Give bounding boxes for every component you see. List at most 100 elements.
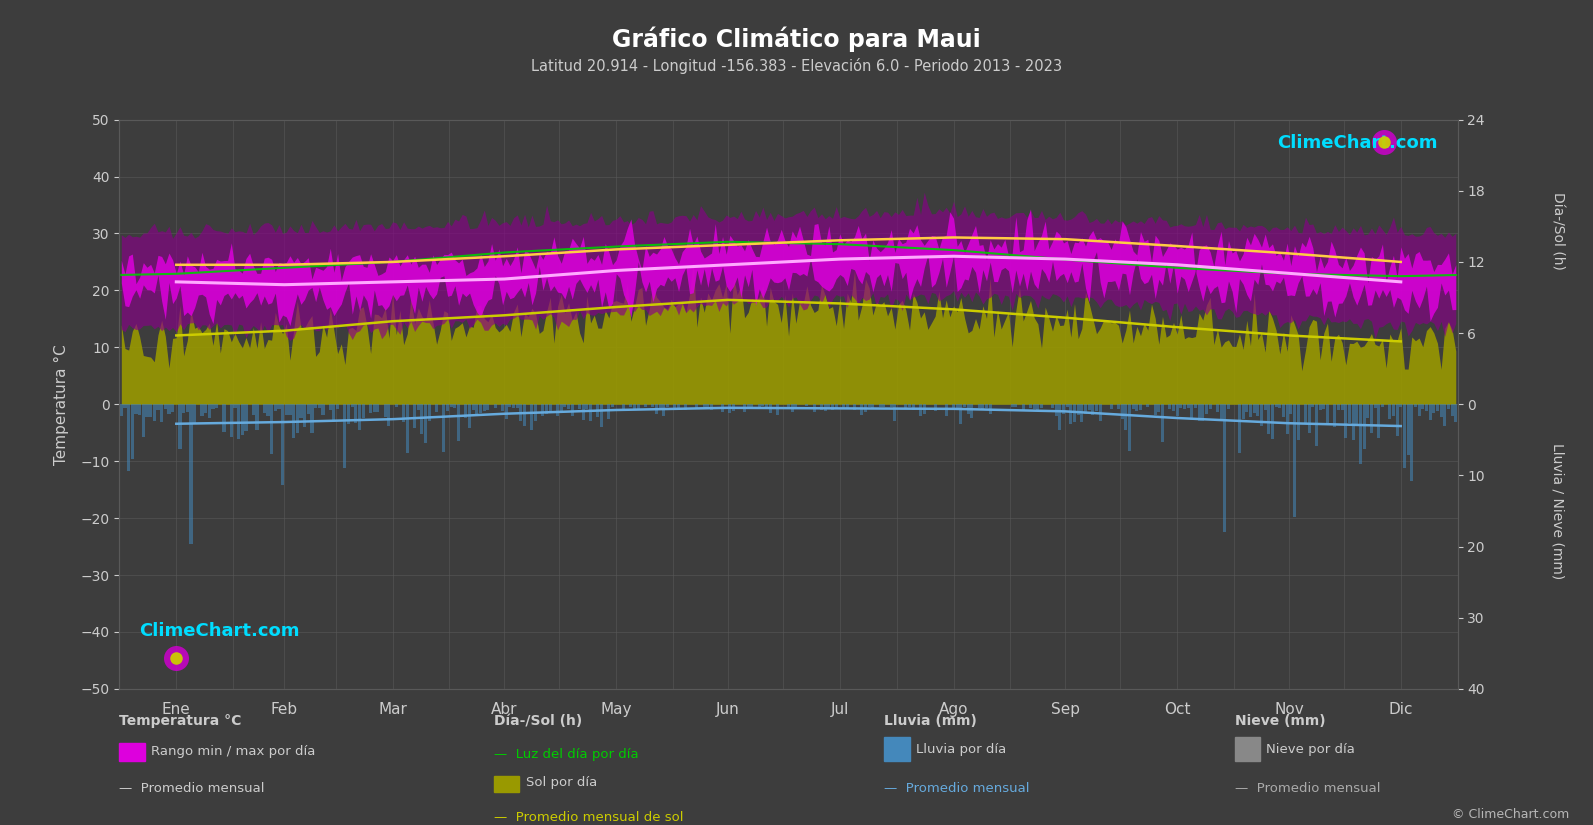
Bar	[548, 404, 551, 412]
Bar	[1198, 404, 1201, 421]
Text: Lluvia / Nieve (mm): Lluvia / Nieve (mm)	[1552, 443, 1564, 580]
Text: Lluvia por día: Lluvia por día	[916, 742, 1007, 756]
Bar	[511, 404, 515, 408]
Bar	[742, 404, 746, 412]
Bar	[945, 404, 948, 416]
Bar	[296, 404, 299, 433]
Bar	[1263, 404, 1266, 410]
Bar	[761, 404, 765, 407]
Bar	[1063, 404, 1066, 414]
Bar	[578, 404, 581, 409]
Bar	[167, 404, 170, 413]
Bar	[1128, 404, 1131, 451]
Bar	[747, 404, 750, 408]
Bar	[285, 404, 288, 415]
Bar	[1356, 404, 1359, 426]
Bar	[413, 404, 416, 427]
Bar	[1392, 404, 1395, 417]
Bar	[1157, 404, 1160, 412]
Bar	[1209, 404, 1212, 409]
Bar	[722, 404, 725, 412]
Bar	[170, 404, 174, 412]
Bar	[1333, 404, 1337, 427]
Text: Lluvia (mm): Lluvia (mm)	[884, 714, 977, 728]
Bar	[1220, 404, 1223, 419]
Bar	[666, 404, 669, 407]
Bar	[1308, 404, 1311, 433]
Bar	[1125, 404, 1128, 430]
Bar	[354, 404, 357, 423]
Bar	[156, 404, 159, 410]
Bar	[1325, 404, 1329, 425]
Bar	[370, 404, 373, 412]
Bar	[1314, 404, 1317, 446]
Bar	[1246, 404, 1249, 412]
Bar	[1367, 404, 1370, 418]
Bar	[1176, 404, 1179, 417]
Bar	[186, 404, 190, 412]
Bar	[468, 404, 472, 428]
Bar	[612, 404, 615, 407]
Bar	[1147, 404, 1150, 407]
Bar	[1110, 404, 1112, 408]
Bar	[1055, 404, 1058, 416]
Bar	[1120, 404, 1123, 419]
Bar	[1454, 404, 1458, 422]
Bar	[164, 404, 167, 409]
Bar	[145, 404, 148, 417]
Bar	[534, 404, 537, 421]
Text: —  Promedio mensual: — Promedio mensual	[1235, 782, 1380, 795]
Bar	[978, 404, 981, 408]
Bar	[545, 404, 548, 414]
Bar	[695, 404, 698, 408]
Bar	[1388, 404, 1391, 418]
Bar	[1440, 404, 1443, 417]
Bar	[139, 404, 142, 415]
Bar	[142, 404, 145, 437]
Bar	[1201, 404, 1204, 421]
Bar	[1351, 404, 1354, 440]
Bar	[820, 404, 824, 409]
Bar	[1179, 404, 1182, 408]
Bar	[883, 404, 886, 407]
Bar	[1215, 404, 1219, 412]
Bar	[596, 404, 599, 417]
Text: Día-/Sol (h): Día-/Sol (h)	[494, 714, 581, 728]
Bar	[559, 404, 562, 411]
Bar	[494, 404, 497, 408]
Text: Día-/Sol (h): Día-/Sol (h)	[1552, 192, 1564, 270]
Bar	[376, 404, 379, 412]
Bar	[970, 404, 973, 418]
Bar	[1136, 404, 1139, 411]
Bar	[401, 404, 405, 422]
Text: Temperatura °C: Temperatura °C	[119, 714, 242, 728]
Bar	[1403, 404, 1407, 468]
Bar	[846, 404, 849, 409]
Bar	[288, 404, 292, 415]
Bar	[241, 404, 244, 435]
Bar	[607, 404, 610, 419]
Bar	[387, 404, 390, 426]
Bar	[307, 404, 309, 414]
Bar	[244, 404, 247, 431]
Bar	[1051, 404, 1055, 408]
Bar	[728, 404, 731, 412]
Bar	[1241, 404, 1244, 419]
Bar	[776, 404, 779, 415]
Bar	[655, 404, 658, 414]
Bar	[1410, 404, 1413, 482]
Bar	[1395, 404, 1399, 436]
Bar	[769, 404, 771, 413]
Bar	[1066, 404, 1069, 408]
Bar	[119, 404, 123, 417]
Bar	[207, 404, 210, 418]
Bar	[314, 404, 317, 408]
Bar	[274, 404, 277, 411]
Bar	[127, 404, 131, 470]
Text: —  Luz del día por día: — Luz del día por día	[494, 748, 639, 761]
Bar	[1040, 404, 1043, 408]
Bar	[508, 404, 511, 408]
Bar	[406, 404, 409, 453]
Bar	[150, 404, 153, 417]
Text: Gráfico Climático para Maui: Gráfico Climático para Maui	[612, 26, 981, 52]
